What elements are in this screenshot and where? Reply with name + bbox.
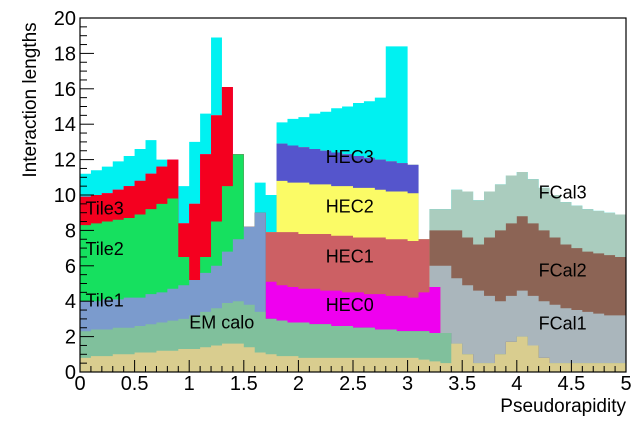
x-tick-label: 2	[293, 373, 304, 395]
y-tick-label: 16	[54, 79, 76, 101]
y-tick-label: 4	[65, 291, 76, 313]
y-tick-label: 6	[65, 256, 76, 278]
region-label-hec1: HEC1	[326, 246, 374, 266]
x-tick-label: 5	[620, 373, 631, 395]
y-tick-label: 10	[54, 185, 76, 207]
y-tick-label: 14	[54, 114, 76, 136]
region-label-tile2: Tile2	[85, 239, 123, 259]
x-tick-label: 0	[74, 373, 85, 395]
x-tick-label: 4.5	[557, 373, 585, 395]
x-tick-label: 3.5	[448, 373, 476, 395]
x-tick-label: 1	[184, 373, 195, 395]
region-label-tile1: Tile1	[85, 291, 123, 311]
x-tick-label: 3	[402, 373, 413, 395]
y-tick-label: 18	[54, 43, 76, 65]
region-label-fcal3: FCal3	[539, 183, 587, 203]
region-labels: Tile3 Tile2 Tile1 EM calo HEC3 HEC2 HEC1 HEC0 FC…	[85, 147, 586, 333]
region-label-fcal2: FCal2	[539, 260, 587, 280]
region-label-em-calo: EM calo	[189, 313, 254, 333]
series-area-layer-0	[80, 336, 626, 372]
x-axis-ticks: 0 0.5 1 1.5 2 2.5 3 3.5 4 4.5 5	[74, 360, 632, 395]
x-tick-label: 2.5	[339, 373, 367, 395]
x-tick-label: 0.5	[121, 373, 149, 395]
stacked-area-series	[80, 37, 626, 372]
y-tick-label: 8	[65, 220, 76, 242]
region-label-hec3: HEC3	[326, 147, 374, 167]
region-label-hec2: HEC2	[326, 197, 374, 217]
region-label-fcal1: FCal1	[539, 314, 587, 334]
y-tick-label: 12	[54, 150, 76, 172]
y-tick-label: 0	[65, 362, 76, 384]
y-axis-title: Interaction lengths	[20, 22, 41, 177]
region-label-tile3: Tile3	[85, 198, 123, 218]
region-label-hec0: HEC0	[326, 295, 374, 315]
y-tick-label: 20	[54, 8, 76, 30]
x-tick-label: 4	[511, 373, 522, 395]
y-tick-label: 2	[65, 327, 76, 349]
x-tick-label: 1.5	[230, 373, 258, 395]
x-axis-title: Pseudorapidity	[500, 396, 626, 417]
y-axis-ticks: 0 2 4 6 8 10 12 14 16 18 20	[54, 8, 94, 384]
